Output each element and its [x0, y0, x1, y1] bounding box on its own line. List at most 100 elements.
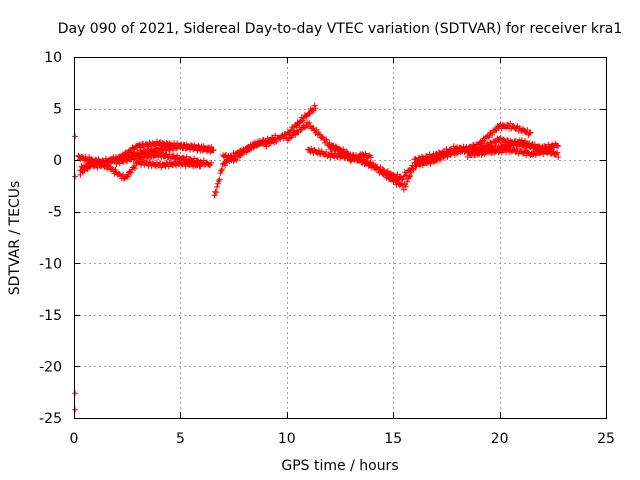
data-point: [219, 166, 226, 173]
data-point: [273, 138, 280, 145]
series-track-m: [411, 137, 562, 165]
y-tick-label: -20: [39, 359, 62, 375]
data-point: [367, 154, 374, 161]
data-point: [211, 192, 218, 199]
data-point: [377, 163, 384, 170]
y-tick-label: 0: [53, 153, 62, 169]
points-layer: [72, 102, 562, 413]
data-point: [460, 143, 467, 150]
data-point: [518, 137, 525, 144]
series-track-f: [219, 132, 279, 164]
data-point: [127, 169, 134, 176]
data-point: [467, 144, 474, 151]
data-point: [136, 147, 143, 154]
data-point: [109, 165, 116, 172]
data-point: [554, 142, 561, 149]
series-outliers: [72, 133, 79, 413]
data-point: [233, 157, 240, 164]
data-point: [263, 143, 270, 150]
data-point: [493, 127, 500, 134]
data-point: [457, 144, 464, 151]
y-tick-label: 5: [53, 102, 62, 118]
data-point: [215, 177, 222, 184]
data-point: [172, 155, 179, 162]
data-point: [340, 148, 347, 155]
data-point: [169, 147, 176, 154]
y-tick-label: -10: [39, 256, 62, 272]
data-point: [529, 140, 536, 147]
data-point: [404, 178, 411, 185]
series-track-d: [113, 150, 215, 169]
data-point: [369, 160, 376, 167]
data-point: [208, 159, 215, 166]
tick-layer: [74, 57, 607, 419]
data-point: [298, 125, 305, 132]
data-point: [204, 148, 210, 155]
data-point: [130, 163, 137, 170]
data-point: [339, 149, 346, 156]
y-axis-label: SDTVAR / TECUs: [7, 181, 23, 296]
data-point: [554, 149, 561, 156]
x-tick-label: 0: [70, 431, 79, 447]
data-point: [407, 173, 414, 180]
data-point: [498, 125, 505, 132]
plot-frame: [74, 57, 607, 419]
data-point: [394, 171, 401, 178]
data-point: [548, 145, 555, 152]
data-point: [527, 129, 534, 136]
data-point: [131, 165, 138, 172]
data-point: [427, 160, 434, 167]
data-point: [319, 134, 326, 141]
data-point: [216, 176, 223, 183]
x-tick-label: 10: [278, 431, 296, 447]
data-point: [301, 124, 308, 131]
data-point: [489, 131, 496, 138]
x-axis-label: GPS time / hours: [281, 458, 398, 474]
data-point: [434, 153, 441, 160]
data-point: [214, 180, 221, 187]
data-point: [72, 406, 79, 413]
data-point: [166, 151, 173, 158]
data-point: [343, 150, 350, 157]
data-point: [292, 131, 299, 138]
data-point: [323, 136, 330, 143]
data-point: [359, 151, 366, 158]
data-point: [406, 174, 413, 180]
data-point: [399, 176, 406, 183]
x-tick-label: 20: [491, 431, 509, 447]
data-point: [218, 167, 225, 174]
y-tick-label: -15: [39, 308, 62, 324]
data-point: [400, 186, 407, 193]
data-point: [481, 138, 488, 145]
data-point: [252, 142, 259, 149]
data-point: [380, 167, 387, 174]
data-point: [312, 105, 319, 112]
data-point: [555, 143, 562, 150]
label-layer: 0 5 10 15 20 25 -25 -20 -15 -10 -5 0 5 10: [39, 50, 615, 447]
data-point: [529, 151, 536, 158]
data-point: [424, 160, 431, 167]
data-point: [214, 183, 221, 190]
data-point: [347, 157, 354, 164]
data-point: [537, 150, 544, 157]
data-point: [112, 167, 119, 174]
data-point: [507, 120, 514, 127]
y-tick-label: 10: [44, 50, 62, 66]
data-point: [323, 149, 330, 156]
data-point: [198, 143, 205, 150]
data-point: [485, 134, 492, 141]
data-point: [75, 152, 82, 159]
data-point: [547, 149, 554, 156]
y-tick-label: -5: [48, 205, 62, 221]
data-point: [383, 169, 390, 176]
data-point: [410, 167, 417, 174]
data-point: [213, 189, 220, 196]
data-point: [162, 147, 169, 154]
data-point: [222, 162, 229, 169]
grid-layer: [74, 57, 606, 418]
data-point: [77, 171, 84, 178]
data-point: [183, 153, 190, 160]
data-point: [289, 132, 296, 139]
x-tick-label: 25: [597, 431, 615, 447]
